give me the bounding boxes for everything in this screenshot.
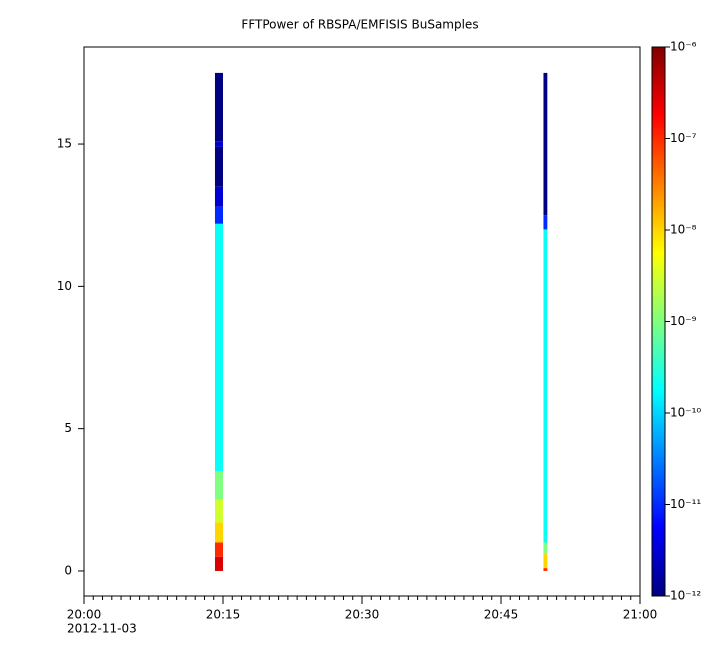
spectrogram-cell xyxy=(543,72,548,216)
spectrogram-cell xyxy=(543,568,548,571)
y-tick-label: 5 xyxy=(64,421,72,435)
date-label: 2012-11-03 xyxy=(67,622,137,636)
spectrogram-cell xyxy=(214,556,223,571)
spectrogram-cell xyxy=(543,553,548,569)
spectrogram-cell xyxy=(214,471,223,500)
colorbar-tick-label: 10⁻¹² xyxy=(670,589,701,603)
spectrogram-cell xyxy=(214,141,223,147)
plot-frame xyxy=(83,46,641,597)
y-tick-label: 15 xyxy=(57,137,72,151)
colorbar-tick-label: 10⁻⁶ xyxy=(670,40,697,54)
y-tick-label: 10 xyxy=(57,279,72,293)
spectrogram-cell xyxy=(543,229,548,543)
x-tick-label: 20:30 xyxy=(345,608,380,622)
spectrogram-cell xyxy=(214,522,223,543)
colorbar-tick-label: 10⁻⁸ xyxy=(670,223,697,237)
spectrogram-cell xyxy=(214,499,223,523)
colorbar-tick-label: 10⁻⁹ xyxy=(670,314,697,328)
colorbar-tick-label: 10⁻⁷ xyxy=(670,131,697,145)
spectrogram-cell xyxy=(214,542,223,557)
spectrogram-cell xyxy=(543,215,548,230)
chart-title: FFTPower of RBSPA/EMFISIS BuSamples xyxy=(241,18,478,32)
x-tick-label: 20:15 xyxy=(206,608,241,622)
colorbar-tick-label: 10⁻¹¹ xyxy=(670,497,701,511)
spectrogram-cell xyxy=(214,223,223,472)
colorbar-tick-label: 10⁻¹⁰ xyxy=(670,406,701,420)
spectrogram-cell xyxy=(543,542,548,554)
x-tick-label: 20:45 xyxy=(484,608,519,622)
spectrogram-cell xyxy=(214,72,223,142)
x-tick-label: 20:00 xyxy=(67,608,102,622)
spectrogram-cell xyxy=(214,186,223,207)
spectrogram-cell xyxy=(214,146,223,187)
y-tick-label: 0 xyxy=(64,563,72,577)
colorbar xyxy=(652,47,665,596)
spectrogram-cell xyxy=(214,206,223,224)
x-tick-label: 21:00 xyxy=(623,608,658,622)
